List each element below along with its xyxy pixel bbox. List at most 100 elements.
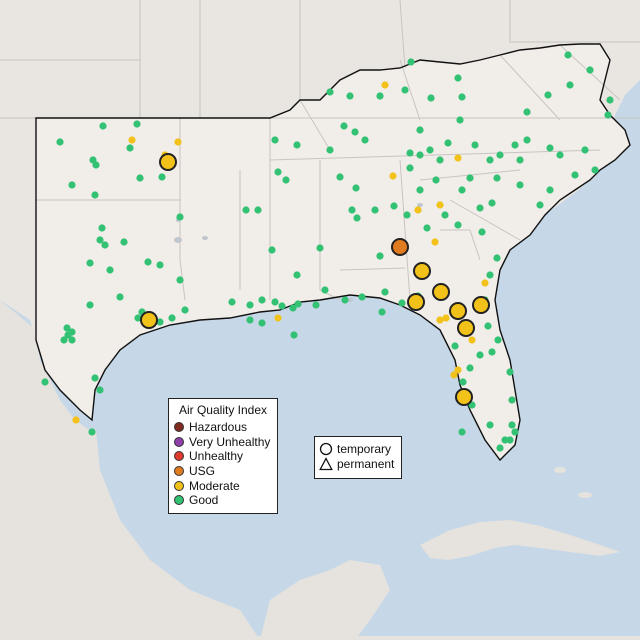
good-station-marker[interactable] xyxy=(246,301,254,309)
good-station-marker[interactable] xyxy=(156,318,164,326)
good-station-marker[interactable] xyxy=(321,286,329,294)
good-station-marker[interactable] xyxy=(341,296,349,304)
good-station-marker[interactable] xyxy=(403,211,411,219)
good-station-marker[interactable] xyxy=(60,336,68,344)
good-station-marker[interactable] xyxy=(466,364,474,372)
good-station-marker[interactable] xyxy=(351,128,359,136)
good-station-marker[interactable] xyxy=(258,319,266,327)
good-station-marker[interactable] xyxy=(340,122,348,130)
good-station-marker[interactable] xyxy=(376,92,384,100)
good-station-marker[interactable] xyxy=(606,96,614,104)
moderate-station-marker[interactable] xyxy=(128,136,136,144)
good-station-marker[interactable] xyxy=(290,331,298,339)
moderate-station-marker[interactable] xyxy=(450,371,458,379)
good-station-marker[interactable] xyxy=(523,108,531,116)
good-station-marker[interactable] xyxy=(486,156,494,164)
good-station-marker[interactable] xyxy=(458,428,466,436)
good-station-marker[interactable] xyxy=(96,236,104,244)
good-station-marker[interactable] xyxy=(376,252,384,260)
moderate-temporary-monitor-marker[interactable] xyxy=(455,388,473,406)
good-station-marker[interactable] xyxy=(348,206,356,214)
good-station-marker[interactable] xyxy=(494,336,502,344)
good-station-marker[interactable] xyxy=(88,428,96,436)
good-station-marker[interactable] xyxy=(326,146,334,154)
good-station-marker[interactable] xyxy=(493,254,501,262)
good-station-marker[interactable] xyxy=(99,122,107,130)
good-station-marker[interactable] xyxy=(458,186,466,194)
good-station-marker[interactable] xyxy=(126,144,134,152)
good-station-marker[interactable] xyxy=(564,51,572,59)
good-station-marker[interactable] xyxy=(56,138,64,146)
moderate-station-marker[interactable] xyxy=(274,314,282,322)
moderate-station-marker[interactable] xyxy=(436,201,444,209)
good-station-marker[interactable] xyxy=(501,436,509,444)
good-station-marker[interactable] xyxy=(401,86,409,94)
good-station-marker[interactable] xyxy=(416,186,424,194)
good-station-marker[interactable] xyxy=(488,199,496,207)
good-station-marker[interactable] xyxy=(144,258,152,266)
good-station-marker[interactable] xyxy=(406,149,414,157)
good-station-marker[interactable] xyxy=(488,348,496,356)
good-station-marker[interactable] xyxy=(312,301,320,309)
good-station-marker[interactable] xyxy=(511,141,519,149)
good-station-marker[interactable] xyxy=(571,171,579,179)
good-station-marker[interactable] xyxy=(228,298,236,306)
good-station-marker[interactable] xyxy=(258,296,266,304)
good-station-marker[interactable] xyxy=(506,368,514,376)
good-station-marker[interactable] xyxy=(444,139,452,147)
moderate-station-marker[interactable] xyxy=(468,336,476,344)
good-station-marker[interactable] xyxy=(358,293,366,301)
good-station-marker[interactable] xyxy=(516,181,524,189)
moderate-station-marker[interactable] xyxy=(72,416,80,424)
good-station-marker[interactable] xyxy=(361,136,369,144)
good-station-marker[interactable] xyxy=(68,181,76,189)
good-station-marker[interactable] xyxy=(64,331,72,339)
good-station-marker[interactable] xyxy=(496,444,504,452)
good-station-marker[interactable] xyxy=(68,336,76,344)
good-station-marker[interactable] xyxy=(466,174,474,182)
good-station-marker[interactable] xyxy=(101,241,109,249)
good-station-marker[interactable] xyxy=(92,161,100,169)
good-station-marker[interactable] xyxy=(326,88,334,96)
good-station-marker[interactable] xyxy=(378,308,386,316)
good-station-marker[interactable] xyxy=(274,168,282,176)
good-station-marker[interactable] xyxy=(556,151,564,159)
moderate-temporary-monitor-marker[interactable] xyxy=(472,296,490,314)
good-station-marker[interactable] xyxy=(96,386,104,394)
moderate-station-marker[interactable] xyxy=(389,172,397,180)
good-station-marker[interactable] xyxy=(91,374,99,382)
good-station-marker[interactable] xyxy=(176,213,184,221)
moderate-station-marker[interactable] xyxy=(436,316,444,324)
good-station-marker[interactable] xyxy=(604,111,612,119)
good-station-marker[interactable] xyxy=(423,224,431,232)
good-station-marker[interactable] xyxy=(271,298,279,306)
good-station-marker[interactable] xyxy=(293,271,301,279)
moderate-temporary-monitor-marker[interactable] xyxy=(140,311,158,329)
good-station-marker[interactable] xyxy=(471,141,479,149)
good-station-marker[interactable] xyxy=(536,201,544,209)
good-station-marker[interactable] xyxy=(371,206,379,214)
good-station-marker[interactable] xyxy=(316,244,324,252)
good-station-marker[interactable] xyxy=(432,176,440,184)
good-station-marker[interactable] xyxy=(282,176,290,184)
good-station-marker[interactable] xyxy=(254,206,262,214)
moderate-station-marker[interactable] xyxy=(454,366,462,374)
good-station-marker[interactable] xyxy=(106,266,114,274)
good-station-marker[interactable] xyxy=(416,151,424,159)
good-station-marker[interactable] xyxy=(336,173,344,181)
good-station-marker[interactable] xyxy=(381,288,389,296)
moderate-station-marker[interactable] xyxy=(414,206,422,214)
good-station-marker[interactable] xyxy=(398,299,406,307)
good-station-marker[interactable] xyxy=(278,302,286,310)
good-station-marker[interactable] xyxy=(63,324,71,332)
good-station-marker[interactable] xyxy=(546,186,554,194)
good-station-marker[interactable] xyxy=(181,306,189,314)
good-station-marker[interactable] xyxy=(493,174,501,182)
good-station-marker[interactable] xyxy=(246,316,254,324)
good-station-marker[interactable] xyxy=(454,221,462,229)
good-station-marker[interactable] xyxy=(441,211,449,219)
good-station-marker[interactable] xyxy=(91,191,99,199)
good-station-marker[interactable] xyxy=(458,93,466,101)
good-station-marker[interactable] xyxy=(459,378,467,386)
good-station-marker[interactable] xyxy=(486,421,494,429)
